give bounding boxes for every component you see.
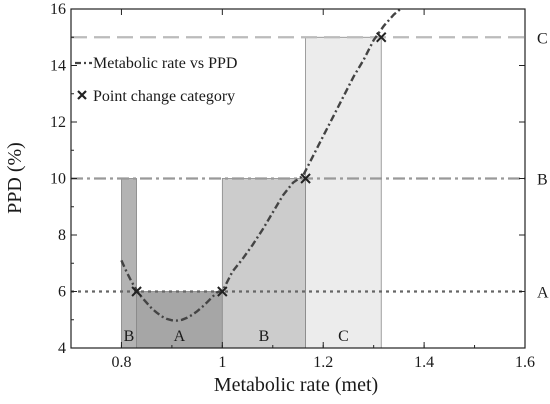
legend-item-marker: Point change category [77, 88, 235, 105]
region-label-2: B [259, 328, 270, 345]
y-axis-ticks: 4 6 8 10 12 14 16 [50, 1, 525, 357]
marker-point-2 [300, 173, 311, 184]
region-label-3: C [338, 328, 349, 345]
region-3 [305, 36, 382, 349]
x-axis-ticks: 0.8 1 1.2 1.4 1.6 [70, 9, 535, 371]
category-change-markers [131, 32, 387, 297]
region-label-1: A [174, 328, 186, 345]
x-tick-label-1: 1 [218, 354, 226, 371]
y-tick-label-5: 14 [50, 58, 66, 75]
threshold-label-0: A [537, 285, 549, 302]
threshold-labels: A B C [537, 30, 549, 301]
legend-label-marker: Point change category [93, 88, 235, 105]
y-tick-label-4: 12 [50, 114, 66, 131]
series-line [120, 9, 403, 322]
x-tick-label-4: 1.6 [515, 354, 535, 371]
legend-label-line: Metabolic rate vs PPD [93, 55, 237, 72]
legend-item-line: Metabolic rate vs PPD [75, 55, 237, 72]
y-tick-label-3: 10 [50, 171, 66, 188]
threshold-lines [71, 36, 525, 293]
x-tick-label-0: 0.8 [111, 354, 131, 371]
legend: Metabolic rate vs PPD Point change categ… [75, 55, 237, 105]
y-tick-label-2: 8 [58, 227, 66, 244]
y-tick-label-6: 16 [50, 1, 66, 18]
y-tick-label-0: 4 [58, 340, 66, 357]
marker-point-3 [376, 32, 387, 43]
threshold-label-2: C [537, 30, 548, 47]
x-axis-title: Metabolic rate (met) [214, 374, 378, 396]
legend-marker-swatch [77, 90, 87, 100]
threshold-label-1: B [537, 172, 548, 189]
y-axis-title: PPD (%) [4, 142, 26, 214]
region-label-0: B [124, 328, 135, 345]
marker-point-1 [217, 286, 228, 297]
region-2 [221, 178, 306, 349]
data-series [120, 9, 403, 322]
marker-point-0 [131, 286, 142, 297]
y-tick-label-1: 6 [58, 284, 66, 301]
x-tick-label-3: 1.4 [414, 354, 434, 371]
category-regions [121, 36, 382, 349]
x-tick-label-2: 1.2 [313, 354, 333, 371]
